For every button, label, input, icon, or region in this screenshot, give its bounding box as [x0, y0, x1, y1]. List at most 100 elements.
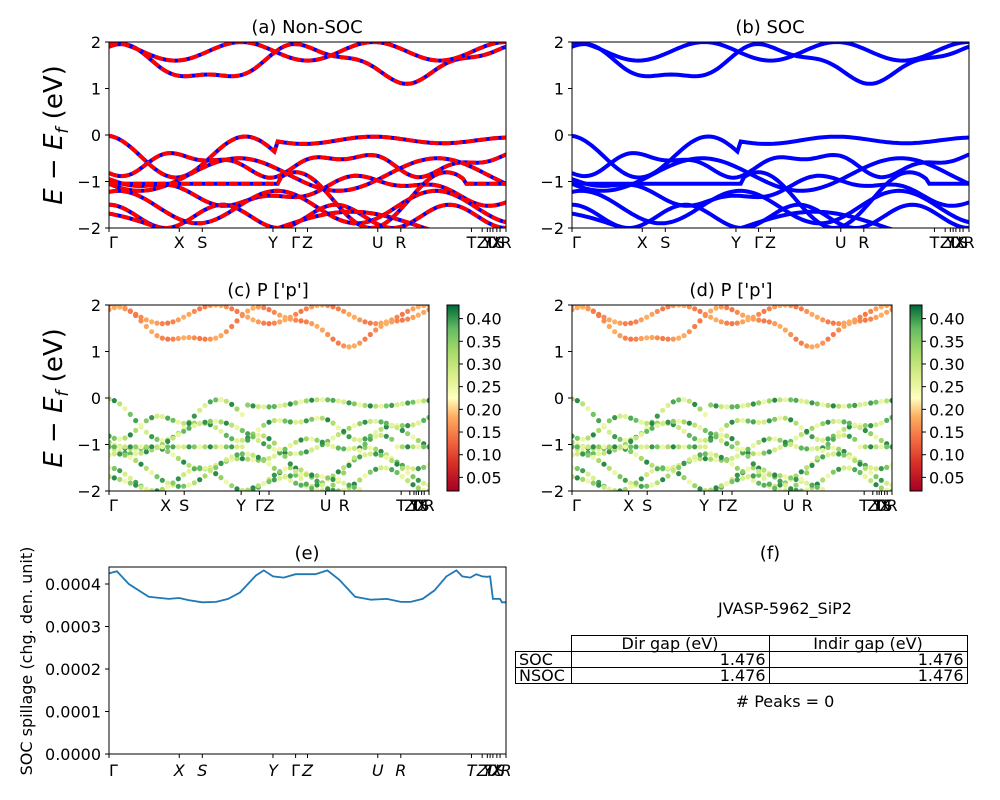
x-tick-label: Z [727, 496, 738, 515]
scatter-point [245, 487, 251, 491]
scatter-point [277, 450, 283, 456]
scatter-point [341, 480, 347, 486]
scatter-point [740, 319, 746, 325]
scatter-point [405, 470, 411, 476]
y-tick-label: 2 [91, 296, 101, 315]
x-tick-label: T [485, 761, 496, 780]
scatter-point [734, 320, 740, 326]
scatter-point [330, 305, 336, 310]
scatter-point [777, 444, 783, 451]
scatter-point [410, 422, 416, 428]
scatter-point [165, 448, 171, 455]
scatter-point [846, 319, 852, 325]
scatter-point [159, 335, 165, 341]
scatter-point [580, 476, 586, 482]
band-line [572, 209, 895, 228]
scatter-point [740, 312, 746, 318]
scatter-point [367, 436, 373, 442]
panel-a-title: (a) Non-SOC [251, 17, 362, 38]
x-tick-label: X [637, 233, 648, 252]
scatter-point [601, 314, 607, 320]
scatter-point [335, 306, 341, 312]
scatter-point [186, 468, 192, 474]
x-tick-label: Y [408, 496, 419, 515]
scatter-point [277, 403, 283, 409]
scatter-point [109, 439, 112, 445]
scatter-point [713, 317, 719, 323]
scatter-point [574, 465, 580, 472]
scatter-point [750, 477, 756, 483]
scatter-point [804, 343, 810, 349]
scatter-point [804, 399, 810, 405]
scatter-point [282, 317, 288, 323]
x-tick-label: U [783, 496, 795, 515]
scatter-point [426, 397, 429, 404]
scatter-point [213, 424, 219, 431]
scatter-point [298, 419, 304, 425]
scatter-point [590, 454, 596, 460]
x-tick-label: R [858, 233, 869, 252]
scatter-point [798, 340, 804, 346]
scatter-point [756, 311, 762, 317]
scatter-point [878, 420, 884, 426]
scatter-point [809, 462, 815, 468]
scatter-point [229, 483, 235, 489]
scatter-point [218, 460, 224, 467]
scatter-point [873, 422, 879, 428]
scatter-point [740, 450, 746, 456]
scatter-point [820, 340, 826, 346]
band-line-spin-down [109, 170, 506, 228]
scatter-point [426, 307, 429, 313]
scatter-point [702, 456, 708, 462]
scatter-point [814, 343, 820, 349]
scatter-point [357, 437, 363, 443]
scatter-point [111, 435, 117, 441]
scatter-point [729, 461, 735, 467]
scatter-point [277, 475, 283, 481]
scatter-point [378, 432, 384, 438]
scatter-point [405, 465, 411, 471]
scatter-point [229, 454, 235, 460]
scatter-point [143, 486, 149, 491]
scatter-point [181, 444, 187, 450]
x-tick-label: X [490, 761, 503, 780]
scatter-point [373, 466, 379, 472]
scatter-point [798, 469, 804, 475]
scatter-point [590, 475, 596, 481]
scatter-point [186, 334, 192, 341]
x-tick-label: X [160, 496, 171, 515]
scatter-point [681, 305, 687, 309]
scatter-point [846, 433, 852, 439]
scatter-point [266, 461, 272, 467]
band-line [572, 202, 969, 228]
scatter-point [878, 466, 884, 472]
scatter-point [282, 402, 288, 408]
scatter-point [804, 428, 810, 434]
scatter-point [133, 457, 139, 464]
panel-c-ylabel: E − Ef (eV) [39, 328, 73, 468]
scatter-point [830, 451, 836, 457]
band-line-spin-down [109, 42, 506, 63]
scatter-point [271, 320, 277, 326]
scatter-point [633, 444, 639, 450]
scatter-point [734, 309, 740, 315]
scatter-point [421, 464, 427, 470]
scatter-point [868, 478, 874, 484]
scatter-point [309, 321, 315, 327]
scatter-point [127, 411, 133, 417]
scatter-point [330, 476, 336, 482]
x-tick-label: S [958, 233, 968, 252]
scatter-point [314, 482, 320, 488]
scatter-point [245, 431, 251, 437]
scatter-point [367, 445, 373, 451]
scatter-point [218, 305, 224, 309]
scatter-point [750, 465, 756, 471]
scatter-point [644, 314, 650, 320]
scatter-point [223, 432, 229, 438]
scatter-point [857, 402, 863, 408]
scatter-point [606, 465, 612, 471]
scatter-point [234, 406, 240, 412]
y-tick-label: 2 [91, 33, 101, 52]
scatter-point [410, 482, 416, 488]
